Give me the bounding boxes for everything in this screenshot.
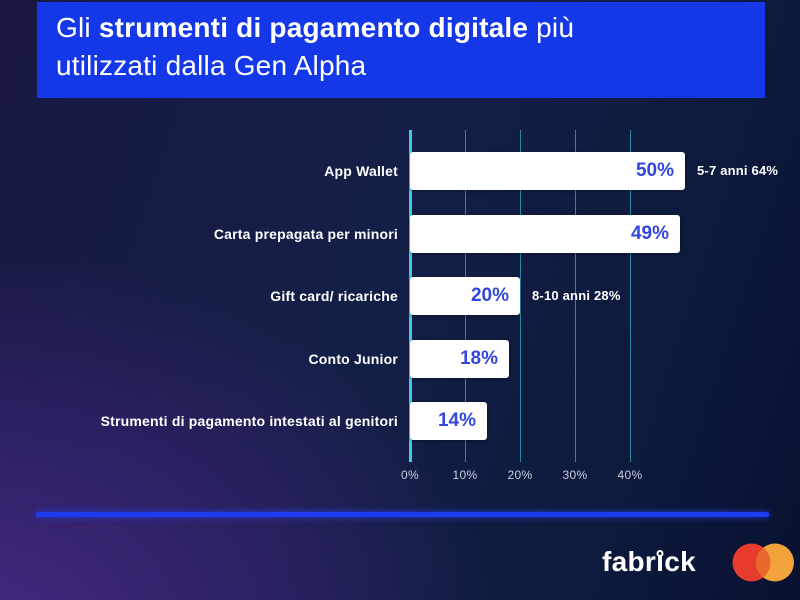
bar-carta-prepagata: 49% — [410, 215, 680, 253]
fabrick-logo-i: ı — [656, 545, 664, 579]
chart-row-app-wallet: App Wallet 50% — [0, 152, 800, 190]
chart-row-conto-junior: Conto Junior 18% — [0, 340, 800, 378]
title-line1-suffix: più — [528, 12, 575, 43]
bar-value-label: 18% — [459, 348, 498, 369]
mastercard-icon — [732, 543, 794, 582]
x-tick-label-30: 30% — [562, 468, 588, 482]
gridline-30 — [575, 130, 576, 462]
bar-conto-junior: 18% — [410, 340, 509, 378]
x-tick-label-40: 40% — [617, 468, 643, 482]
bar-strumenti-genitori: 14% — [410, 402, 487, 440]
gridline-40 — [630, 130, 631, 462]
chart-row-strumenti-genitori: Strumenti di pagamento intestati al geni… — [0, 402, 800, 440]
divider-line — [36, 512, 769, 517]
bar-app-wallet: 50% — [410, 152, 685, 190]
fabrick-logo: fabr ıck — [602, 545, 696, 579]
page-title: Gli strumenti di pagamento digitale più … — [37, 2, 765, 85]
category-label: Conto Junior — [308, 351, 398, 367]
category-label: Gift card/ ricariche — [270, 288, 398, 304]
title-line1-prefix: Gli — [56, 12, 99, 43]
x-tick-label-10: 10% — [452, 468, 478, 482]
bar-value-label: 20% — [470, 285, 509, 306]
title-banner: Gli strumenti di pagamento digitale più … — [37, 2, 765, 98]
bar-value-label: 49% — [630, 223, 669, 244]
title-line2: utilizzati dalla Gen Alpha — [56, 50, 367, 81]
bar-gift-card: 20% — [410, 277, 520, 315]
category-label: Carta prepagata per minori — [213, 226, 398, 242]
gridline-20 — [520, 130, 521, 462]
category-label: Strumenti di pagamento intestati al geni… — [100, 413, 398, 429]
annotation-8-10-anni: 8-10 anni 28% — [532, 288, 621, 303]
fabrick-logo-dotless-i: ı — [656, 546, 665, 577]
ring-icon — [656, 550, 664, 557]
annotation-5-7-anni: 5-7 anni 64% — [697, 163, 779, 178]
fabrick-logo-text-pre: fabr — [602, 546, 657, 577]
mastercard-overlap-lens — [756, 547, 771, 578]
chart-row-carta-prepagata: Carta prepagata per minori 49% — [0, 215, 800, 253]
fabrick-logo-text-post: ck — [664, 546, 696, 577]
category-label: App Wallet — [324, 163, 398, 179]
title-line1-bold: strumenti di pagamento digitale — [98, 12, 529, 43]
bar-value-label: 14% — [437, 410, 476, 431]
x-tick-label-0: 0% — [401, 468, 419, 482]
bar-value-label: 50% — [635, 160, 674, 181]
x-tick-label-20: 20% — [507, 468, 533, 482]
chart-row-gift-card: Gift card/ ricariche 20% — [0, 277, 800, 315]
